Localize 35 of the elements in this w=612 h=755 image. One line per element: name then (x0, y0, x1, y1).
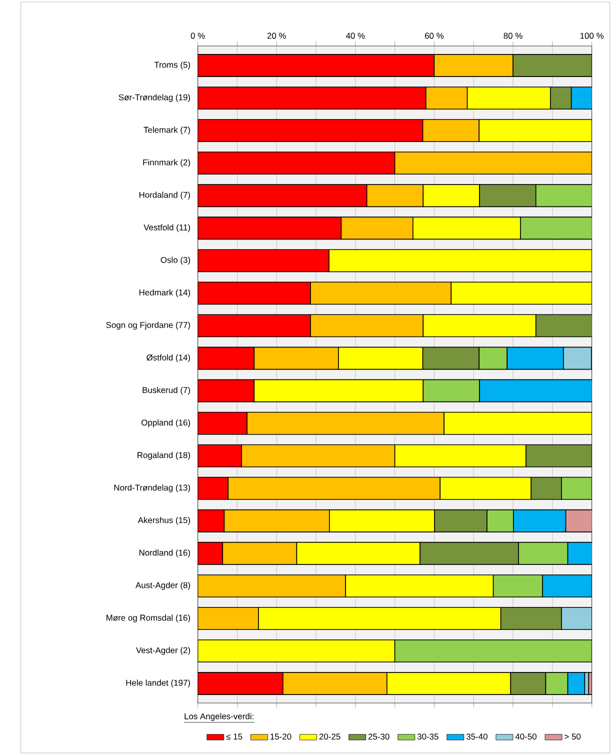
legend-label: 30-35 (417, 734, 438, 740)
legend-label: 25-30 (368, 734, 390, 740)
y-tick-label: Rogaland (18) (138, 452, 190, 460)
legend-title: Los Angeles-verdi: (184, 713, 254, 721)
legend-label: 35-40 (466, 734, 488, 740)
x-tick-label: 60 % (425, 32, 444, 39)
y-tick-label: Vestfold (11) (144, 224, 190, 232)
y-tick-label: Telemark (7) (144, 126, 190, 135)
legend-label: 40-50 (515, 734, 537, 740)
y-tick-label: Møre og Romsdal (16) (106, 614, 190, 622)
y-tick-label: Hordaland (7) (140, 192, 190, 200)
y-tick-label: Oslo (3) (160, 256, 190, 265)
y-tick-label: Hele landet (197) (126, 680, 190, 688)
y-tick-label: Akershus (15) (138, 516, 190, 525)
y-tick-label: Finnmark (2) (143, 159, 190, 168)
y-tick-label: Østfold (14) (146, 354, 190, 362)
y-tick-label: Troms (5) (154, 62, 190, 70)
legend-label: 15-20 (270, 734, 292, 740)
y-tick-label: Sogn og Fjordane (77) (106, 322, 190, 330)
y-tick-label: Hedmark (14) (140, 289, 190, 298)
legend-label: 20-25 (319, 734, 340, 740)
y-tick-label: Aust-Agder (8) (136, 582, 190, 590)
x-tick-label: 40 % (346, 32, 365, 39)
x-tick-label: 0 % (190, 32, 205, 39)
x-tick-label: 20 % (267, 32, 286, 39)
y-tick-label: Nordland (16) (140, 549, 190, 558)
legend-label: ≤ 15 (226, 734, 242, 740)
y-tick-label: Oppland (16) (142, 419, 190, 428)
legend-label: > 50 (564, 734, 581, 740)
y-tick-label: Vest-Agder (2) (136, 647, 190, 655)
x-tick-label: 100 % (580, 32, 604, 39)
y-tick-label: Buskerud (7) (142, 386, 190, 395)
y-tick-label: Nord-Trøndelag (13) (114, 484, 190, 492)
y-tick-label: Sør-Trøndelag (19) (118, 94, 190, 102)
x-tick-label: 80 % (504, 32, 522, 39)
